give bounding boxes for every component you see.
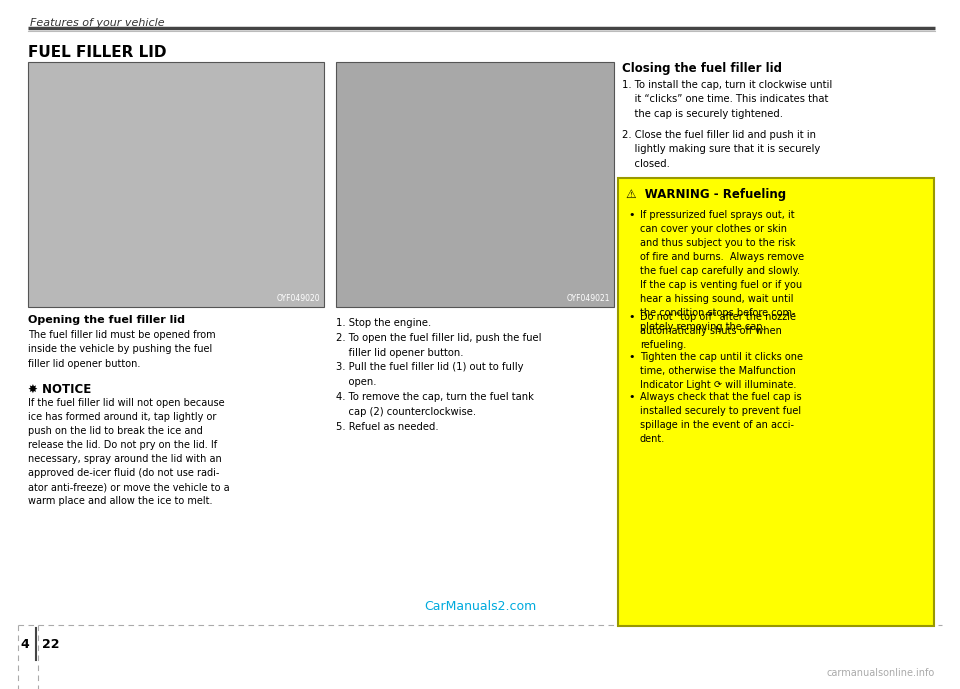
Text: 1. To install the cap, turn it clockwise until
    it “clicks” one time. This in: 1. To install the cap, turn it clockwise… xyxy=(622,80,832,119)
Text: 22: 22 xyxy=(42,638,60,651)
Text: OYF049021: OYF049021 xyxy=(566,294,610,303)
Text: ⚠  WARNING - Refueling: ⚠ WARNING - Refueling xyxy=(626,188,786,201)
Text: 2. Close the fuel filler lid and push it in
    lightly making sure that it is s: 2. Close the fuel filler lid and push it… xyxy=(622,130,820,169)
Text: Do not "top off" after the nozzle
automatically shuts off when
refueling.: Do not "top off" after the nozzle automa… xyxy=(640,313,796,351)
FancyBboxPatch shape xyxy=(336,62,614,307)
Text: carmanualsonline.info: carmanualsonline.info xyxy=(827,668,935,678)
Text: Features of your vehicle: Features of your vehicle xyxy=(30,18,164,28)
Text: •: • xyxy=(628,352,635,362)
Text: If pressurized fuel sprays out, it
can cover your clothes or skin
and thus subje: If pressurized fuel sprays out, it can c… xyxy=(640,210,804,332)
Text: •: • xyxy=(628,313,635,322)
FancyBboxPatch shape xyxy=(28,62,324,307)
Text: OYF049020: OYF049020 xyxy=(276,294,320,303)
Text: Closing the fuel filler lid: Closing the fuel filler lid xyxy=(622,62,782,75)
Text: •: • xyxy=(628,210,635,220)
Text: ✸ NOTICE: ✸ NOTICE xyxy=(28,383,91,396)
Text: The fuel filler lid must be opened from
inside the vehicle by pushing the fuel
f: The fuel filler lid must be opened from … xyxy=(28,330,216,369)
Text: 1. Stop the engine.
2. To open the fuel filler lid, push the fuel
    filler lid: 1. Stop the engine. 2. To open the fuel … xyxy=(336,318,541,431)
Text: FUEL FILLER LID: FUEL FILLER LID xyxy=(28,45,166,60)
Text: If the fuel filler lid will not open because
ice has formed around it, tap light: If the fuel filler lid will not open bec… xyxy=(28,398,229,506)
Text: •: • xyxy=(628,391,635,402)
Text: 4: 4 xyxy=(20,638,29,651)
FancyBboxPatch shape xyxy=(618,178,934,626)
Text: CarManuals2.com: CarManuals2.com xyxy=(424,600,536,613)
Text: Tighten the cap until it clicks one
time, otherwise the Malfunction
Indicator Li: Tighten the cap until it clicks one time… xyxy=(640,352,803,390)
Text: Opening the fuel filler lid: Opening the fuel filler lid xyxy=(28,315,185,325)
Text: Always check that the fuel cap is
installed securely to prevent fuel
spillage in: Always check that the fuel cap is instal… xyxy=(640,391,802,444)
